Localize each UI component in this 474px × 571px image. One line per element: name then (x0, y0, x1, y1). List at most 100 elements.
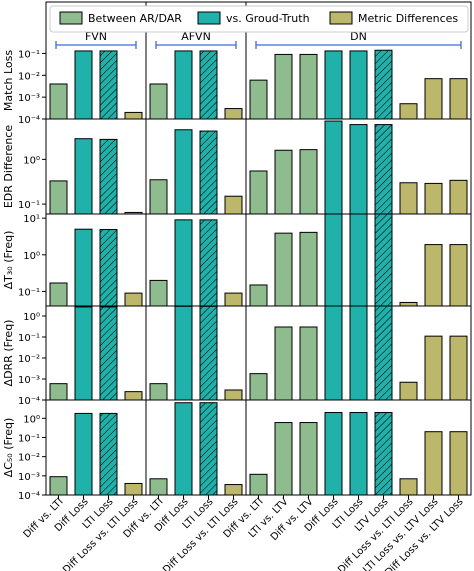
bar-panel1-8 (224, 108, 243, 120)
bar-panel3-13 (349, 213, 368, 307)
ytick-label: 10⁻¹ (18, 333, 40, 344)
ytick-label: 10⁰ (23, 251, 40, 262)
bar-panel1-1 (49, 83, 68, 120)
bar-panel1-12 (324, 50, 343, 120)
ytick-label: 10⁰ (23, 155, 40, 166)
bar-panel2-17 (449, 179, 468, 215)
bar-panel3-8 (224, 292, 243, 307)
bar-panel2-2 (74, 138, 93, 215)
bar-panel5-5 (149, 478, 168, 496)
group-label: AFVN (181, 30, 211, 43)
bar-hatch-panel3-14 (375, 214, 392, 306)
bar-panel1-16 (424, 78, 443, 120)
bar-hatch-panel4-7 (200, 306, 217, 400)
bar-hatch-panel5-14 (375, 412, 392, 495)
bar-hatch-panel1-7 (200, 50, 217, 120)
bar-panel4-8 (224, 389, 243, 401)
bar-hatch-panel2-14 (375, 124, 392, 214)
ytick-label: 10⁻³ (18, 472, 40, 483)
bar-hatch-panel5-7 (200, 402, 217, 495)
bar-panel4-15 (399, 381, 418, 401)
bar-panel2-5 (149, 179, 168, 215)
bar-panel3-15 (399, 301, 418, 307)
bar-panel1-11 (299, 53, 318, 120)
bar-panel1-13 (349, 50, 368, 120)
bar-panel1-17 (449, 78, 468, 120)
bar-panel5-6 (174, 402, 193, 496)
group-label: FVN (85, 30, 107, 43)
bar-panel3-2 (74, 228, 93, 307)
bar-panel2-12 (324, 120, 343, 215)
bar-panel2-9 (249, 170, 268, 215)
bar-panel2-16 (424, 182, 443, 215)
bar-panel4-13 (349, 305, 368, 401)
bar-panel5-15 (399, 478, 418, 496)
bar-panel4-5 (149, 383, 168, 401)
ytick-label: 10⁻¹ (18, 49, 40, 60)
legend-swatch (59, 11, 83, 25)
bar-panel2-15 (399, 182, 418, 215)
ytick-label: 10¹ (23, 214, 40, 225)
bar-panel5-12 (324, 412, 343, 496)
ytick-label: 10⁻³ (18, 375, 40, 386)
bar-panel5-11 (299, 422, 318, 496)
bar-panel3-16 (424, 244, 443, 307)
panel-3: 10⁻¹ 10⁰ 10¹ ΔT₃₀ (Freq) (2, 213, 468, 307)
ytick-label: 10⁻¹ (18, 287, 40, 298)
bar-panel4-12 (324, 305, 343, 401)
ytick-label: 10⁻² (18, 453, 40, 464)
panel-4: 10⁻⁴ 10⁻³ 10⁻² 10⁻¹ 10⁰ ΔDRR (Freq) (2, 305, 468, 407)
bar-panel3-4 (124, 292, 143, 307)
bar-panel3-10 (274, 232, 293, 307)
bar-panel3-6 (174, 219, 193, 307)
bar-hatch-panel4-14 (375, 306, 392, 400)
ytick-label: 10⁻¹ (18, 200, 40, 211)
y-axis-label: Match Loss (2, 50, 15, 111)
bar-panel4-1 (49, 383, 68, 401)
bar-hatch-panel1-14 (375, 50, 392, 119)
ytick-label: 10⁻¹ (18, 433, 40, 444)
bar-panel1-5 (149, 83, 168, 120)
legend-swatch (329, 11, 353, 25)
bar-panel2-11 (299, 149, 318, 215)
y-axis-label: ΔT₃₀ (Freq) (2, 231, 15, 290)
bar-hatch-panel2-7 (200, 131, 217, 214)
y-axis-label: ΔDRR (Freq) (2, 320, 15, 387)
panel-2: 10⁻¹ 10⁰ EDR Difference (2, 120, 468, 215)
bar-panel3-9 (249, 284, 268, 307)
bar-hatch-panel4-3 (100, 306, 117, 400)
bar-panel4-10 (274, 326, 293, 401)
ytick-label: 10⁻² (18, 354, 40, 365)
bar-panel5-1 (49, 476, 68, 496)
bar-hatch-panel3-3 (100, 229, 117, 306)
bar-panel1-9 (249, 79, 268, 120)
bar-hatch-panel3-7 (200, 219, 217, 306)
bar-panel3-12 (324, 213, 343, 307)
ytick-label: 10⁻⁴ (18, 491, 40, 502)
bar-panel2-1 (49, 180, 68, 215)
bar-panel2-13 (349, 124, 368, 215)
legend-swatch (197, 11, 221, 25)
ytick-label: 10⁻² (18, 71, 40, 82)
bar-panel5-10 (274, 422, 293, 496)
bar-panel5-8 (224, 484, 243, 496)
ytick-label: 10⁰ (23, 312, 40, 323)
bar-panel5-4 (124, 482, 143, 496)
bar-panel4-6 (174, 305, 193, 401)
bar-panel4-16 (424, 335, 443, 401)
bar-panel3-1 (49, 282, 68, 307)
ytick-label: 10⁻⁴ (18, 396, 40, 407)
panel-5: 10⁻⁴ 10⁻³ 10⁻² 10⁻¹ 10⁰ ΔC₅₀ (Freq) (2, 402, 468, 502)
bar-panel5-13 (349, 412, 368, 496)
bar-panel4-9 (249, 373, 268, 401)
bar-panel3-17 (449, 244, 468, 307)
bar-panel3-5 (149, 279, 168, 307)
bar-panel5-16 (424, 431, 443, 496)
bar-panel1-6 (174, 50, 193, 120)
bar-hatch-panel2-3 (100, 139, 117, 214)
bar-panel3-11 (299, 231, 318, 307)
bar-panel4-4 (124, 391, 143, 401)
bar-panel1-10 (274, 53, 293, 120)
legend-label: Between AR/DAR (88, 12, 182, 25)
